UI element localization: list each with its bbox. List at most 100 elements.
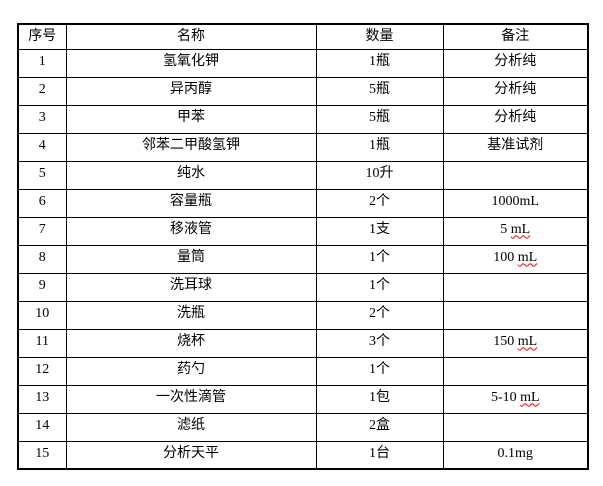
- table-body: 1 氢氧化钾 1瓶 分析纯 2 异丙醇 5瓶 分析纯 3 甲苯 5瓶 分析纯 4…: [17, 48, 589, 470]
- quantity-text: 1包: [369, 389, 390, 405]
- cell-remark: [442, 160, 589, 190]
- cell-quantity: 1个: [315, 272, 444, 302]
- item-name-text: 移液管: [170, 221, 212, 237]
- quantity-text: 1个: [369, 249, 390, 265]
- item-name-text: 甲苯: [177, 109, 205, 125]
- header-row: 序号 名称 数量 备注: [17, 23, 589, 50]
- cell-remark: [442, 272, 589, 302]
- table-row: 2 异丙醇 5瓶 分析纯: [17, 76, 589, 106]
- cell-remark: 1000mL: [442, 188, 589, 218]
- cell-row-number: 15: [17, 440, 67, 470]
- quantity-text: 1个: [369, 361, 390, 377]
- cell-item-name: 氢氧化钾: [65, 48, 317, 78]
- item-name-text: 烧杯: [177, 333, 205, 349]
- cell-item-name: 纯水: [65, 160, 317, 190]
- table-row: 8 量筒 1个 100 mL: [17, 244, 589, 274]
- cell-row-number: 7: [17, 216, 67, 246]
- item-name-text: 洗耳球: [170, 277, 212, 293]
- header-cell-name: 名称: [65, 23, 317, 50]
- cell-remark: 150 mL: [442, 328, 589, 358]
- row-number-text: 5: [38, 165, 46, 181]
- supplies-table: 序号 名称 数量 备注 1 氢氧化钾 1瓶 分析纯 2 异丙醇 5瓶 分析纯 3…: [17, 23, 589, 470]
- quantity-text: 2个: [369, 305, 390, 321]
- cell-remark: [442, 356, 589, 386]
- cell-quantity: 1包: [315, 384, 444, 414]
- cell-item-name: 甲苯: [65, 104, 317, 134]
- cell-quantity: 1瓶: [315, 132, 444, 162]
- cell-item-name: 移液管: [65, 216, 317, 246]
- row-number-text: 14: [35, 417, 50, 433]
- remark-misspelled-text: mL: [520, 389, 540, 405]
- cell-item-name: 洗耳球: [65, 272, 317, 302]
- item-name-text: 邻苯二甲酸氢钾: [142, 137, 240, 153]
- cell-item-name: 药勺: [65, 356, 317, 386]
- quantity-text: 2个: [369, 193, 390, 209]
- cell-remark: 0.1mg: [442, 440, 589, 470]
- header-cell-remark: 备注: [442, 23, 589, 50]
- row-number-text: 11: [35, 333, 49, 349]
- row-number-text: 9: [38, 277, 46, 293]
- cell-quantity: 1个: [315, 356, 444, 386]
- cell-item-name: 异丙醇: [65, 76, 317, 106]
- table-row: 3 甲苯 5瓶 分析纯: [17, 104, 589, 134]
- cell-remark: 分析纯: [442, 104, 589, 134]
- cell-quantity: 10升: [315, 160, 444, 190]
- cell-remark: 基准试剂: [442, 132, 589, 162]
- table-row: 4 邻苯二甲酸氢钾 1瓶 基准试剂: [17, 132, 589, 162]
- table-row: 1 氢氧化钾 1瓶 分析纯: [17, 48, 589, 78]
- item-name-text: 分析天平: [163, 445, 219, 461]
- remark-text: 5-10: [490, 389, 521, 405]
- header-cell-no: 序号: [17, 23, 67, 50]
- row-number-text: 10: [35, 305, 50, 321]
- remark-text: 分析纯: [494, 81, 537, 97]
- remark-text: 150: [493, 333, 518, 349]
- row-number-text: 3: [38, 109, 46, 125]
- row-number-text: 12: [35, 361, 50, 377]
- cell-row-number: 5: [17, 160, 67, 190]
- remark-text: 100: [493, 249, 518, 265]
- cell-row-number: 11: [17, 328, 67, 358]
- cell-remark: [442, 300, 589, 330]
- quantity-text: 2盒: [369, 417, 390, 433]
- table-row: 13 一次性滴管 1包 5-10 mL: [17, 384, 589, 414]
- cell-item-name: 邻苯二甲酸氢钾: [65, 132, 317, 162]
- cell-quantity: 1瓶: [315, 48, 444, 78]
- cell-quantity: 1支: [315, 216, 444, 246]
- table-row: 12 药勺 1个: [17, 356, 589, 386]
- row-number-text: 15: [35, 445, 50, 461]
- item-name-text: 量筒: [177, 249, 205, 265]
- cell-item-name: 滤纸: [65, 412, 317, 442]
- table-row: 6 容量瓶 2个 1000mL: [17, 188, 589, 218]
- table-row: 10 洗瓶 2个: [17, 300, 589, 330]
- item-name-text: 氢氧化钾: [163, 53, 219, 69]
- cell-remark: 分析纯: [442, 76, 589, 106]
- table-row: 9 洗耳球 1个: [17, 272, 589, 302]
- quantity-text: 1支: [369, 221, 390, 237]
- remark-text: 分析纯: [494, 53, 537, 69]
- cell-quantity: 2个: [315, 300, 444, 330]
- cell-item-name: 分析天平: [65, 440, 317, 470]
- quantity-text: 5瓶: [369, 81, 390, 97]
- cell-row-number: 9: [17, 272, 67, 302]
- row-number-text: 8: [38, 249, 46, 265]
- quantity-text: 1瓶: [369, 137, 390, 153]
- remark-text: 0.1mg: [497, 445, 533, 461]
- item-name-text: 纯水: [177, 165, 205, 181]
- cell-row-number: 2: [17, 76, 67, 106]
- remark-text: 基准试剂: [487, 137, 544, 153]
- cell-row-number: 14: [17, 412, 67, 442]
- cell-remark: 5-10 mL: [442, 384, 589, 414]
- table-row: 11 烧杯 3个 150 mL: [17, 328, 589, 358]
- quantity-text: 1个: [369, 277, 390, 293]
- item-name-text: 一次性滴管: [156, 389, 226, 405]
- cell-quantity: 5瓶: [315, 104, 444, 134]
- cell-quantity: 2盒: [315, 412, 444, 442]
- table-row: 5 纯水 10升: [17, 160, 589, 190]
- row-number-text: 1: [38, 53, 46, 69]
- cell-quantity: 3个: [315, 328, 444, 358]
- cell-row-number: 1: [17, 48, 67, 78]
- cell-row-number: 10: [17, 300, 67, 330]
- remark-misspelled-text: mL: [510, 221, 531, 237]
- row-number-text: 7: [38, 221, 46, 237]
- cell-remark: [442, 412, 589, 442]
